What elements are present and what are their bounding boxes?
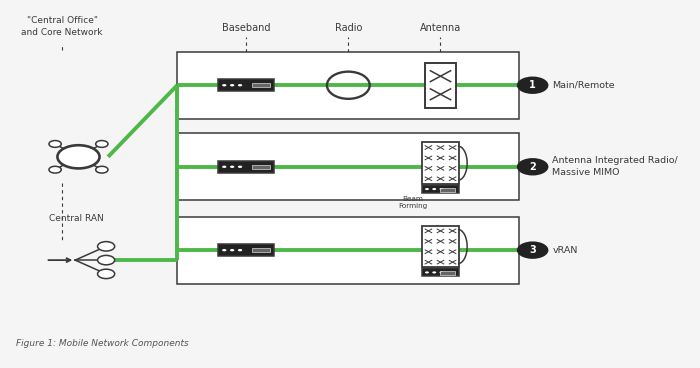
FancyBboxPatch shape bbox=[218, 79, 274, 91]
Circle shape bbox=[96, 141, 108, 147]
Circle shape bbox=[517, 241, 548, 259]
FancyBboxPatch shape bbox=[252, 164, 270, 169]
Circle shape bbox=[230, 84, 235, 86]
FancyBboxPatch shape bbox=[422, 142, 458, 184]
FancyBboxPatch shape bbox=[422, 185, 458, 193]
Text: vRAN: vRAN bbox=[552, 246, 578, 255]
Circle shape bbox=[238, 166, 242, 168]
Text: Baseband: Baseband bbox=[222, 23, 271, 33]
Circle shape bbox=[222, 166, 226, 168]
Circle shape bbox=[517, 158, 548, 176]
FancyBboxPatch shape bbox=[440, 188, 454, 192]
Circle shape bbox=[433, 271, 436, 273]
Circle shape bbox=[57, 145, 99, 169]
FancyBboxPatch shape bbox=[218, 244, 274, 256]
Text: 2: 2 bbox=[529, 162, 536, 172]
Circle shape bbox=[97, 242, 115, 251]
FancyBboxPatch shape bbox=[177, 133, 519, 200]
Circle shape bbox=[222, 84, 226, 86]
Text: Figure 1: Mobile Network Components: Figure 1: Mobile Network Components bbox=[16, 339, 189, 348]
FancyBboxPatch shape bbox=[218, 161, 274, 173]
Circle shape bbox=[440, 188, 443, 190]
Circle shape bbox=[238, 249, 242, 251]
Circle shape bbox=[425, 271, 429, 273]
Text: Antenna Integrated Radio/
Massive MIMO: Antenna Integrated Radio/ Massive MIMO bbox=[552, 156, 678, 177]
Circle shape bbox=[238, 84, 242, 86]
FancyBboxPatch shape bbox=[422, 226, 458, 268]
Text: 3: 3 bbox=[529, 245, 536, 255]
Circle shape bbox=[49, 166, 62, 173]
FancyBboxPatch shape bbox=[422, 268, 458, 276]
FancyBboxPatch shape bbox=[425, 63, 456, 108]
FancyBboxPatch shape bbox=[177, 52, 519, 119]
Circle shape bbox=[222, 249, 226, 251]
FancyBboxPatch shape bbox=[252, 83, 270, 88]
Circle shape bbox=[425, 188, 429, 190]
FancyBboxPatch shape bbox=[252, 248, 270, 252]
Circle shape bbox=[230, 166, 235, 168]
Circle shape bbox=[433, 188, 436, 190]
Circle shape bbox=[96, 166, 108, 173]
Circle shape bbox=[49, 141, 62, 147]
Text: 1: 1 bbox=[529, 80, 536, 90]
Circle shape bbox=[440, 271, 443, 273]
Text: Beam
Forming: Beam Forming bbox=[398, 196, 427, 209]
Circle shape bbox=[230, 249, 235, 251]
Text: Main/Remote: Main/Remote bbox=[552, 81, 615, 90]
Text: Antenna: Antenna bbox=[420, 23, 461, 33]
Circle shape bbox=[517, 77, 548, 94]
FancyBboxPatch shape bbox=[440, 271, 454, 275]
Text: Central RAN: Central RAN bbox=[49, 214, 104, 223]
Text: Radio: Radio bbox=[335, 23, 362, 33]
FancyBboxPatch shape bbox=[177, 217, 519, 284]
Text: "Central Office"
and Core Network: "Central Office" and Core Network bbox=[21, 16, 103, 37]
Circle shape bbox=[97, 255, 115, 265]
Circle shape bbox=[97, 269, 115, 279]
